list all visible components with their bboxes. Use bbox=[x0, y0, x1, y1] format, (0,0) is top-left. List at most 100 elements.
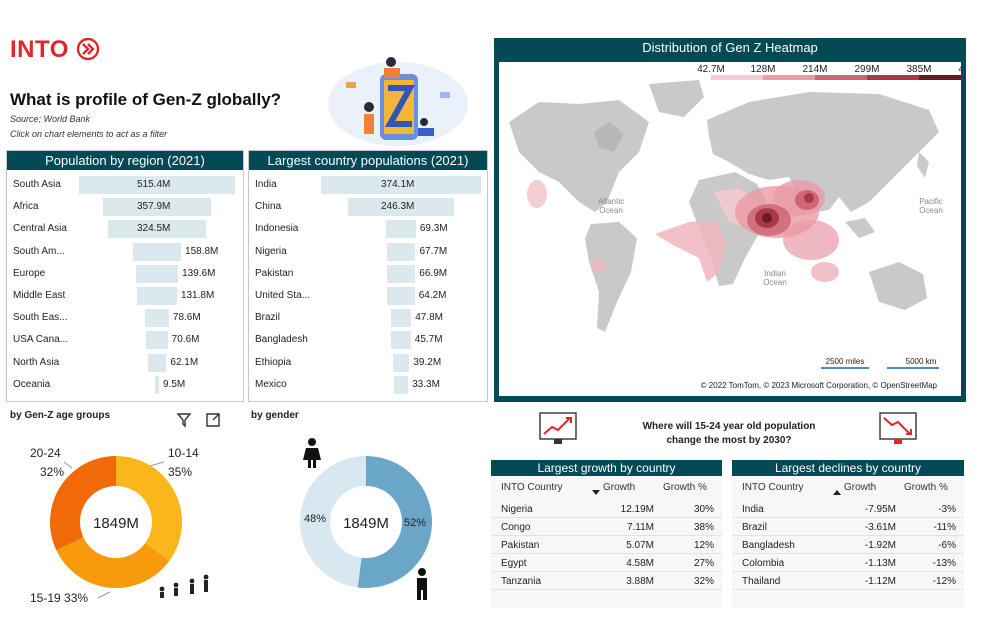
legend-label: 214M bbox=[802, 64, 827, 75]
decline-cell-growth-pct: -12% bbox=[932, 576, 956, 587]
decline-table-row[interactable]: Colombia -1.13M -13% bbox=[732, 554, 964, 572]
country-value: 64.2M bbox=[418, 290, 447, 301]
region-row[interactable]: USA Cana... 70.6M bbox=[7, 329, 243, 351]
country-value: 67.7M bbox=[419, 245, 448, 257]
legend-label: 128M bbox=[750, 64, 775, 75]
decline-table-row[interactable]: Brazil -3.61M -11% bbox=[732, 518, 964, 536]
region-bar[interactable] bbox=[147, 353, 167, 372]
country-label: Brazil bbox=[255, 312, 281, 324]
country-row[interactable]: Indonesia 69.3M bbox=[249, 218, 487, 240]
region-label: Africa bbox=[13, 201, 39, 213]
country-label: Ethiopia bbox=[255, 356, 292, 368]
country-bar[interactable] bbox=[390, 309, 412, 328]
atlantic-ocean-label: Atlantic Ocean bbox=[598, 197, 624, 215]
sort-desc-icon[interactable] bbox=[592, 490, 600, 496]
decline-table-row[interactable]: India -7.95M -3% bbox=[732, 500, 964, 518]
age-slice-10-14[interactable] bbox=[116, 456, 182, 561]
country-row[interactable]: India 374.1M bbox=[249, 174, 487, 196]
country-row[interactable]: Pakistan 66.9M bbox=[249, 263, 487, 285]
legend-swatch bbox=[867, 75, 919, 80]
region-bar[interactable] bbox=[146, 331, 168, 350]
region-row[interactable]: Oceania 9.5M bbox=[7, 374, 243, 396]
region-bar[interactable] bbox=[155, 375, 159, 394]
region-value: 131.8M bbox=[180, 290, 215, 301]
country-row[interactable]: United Sta... 64.2M bbox=[249, 285, 487, 307]
filter-icon[interactable] bbox=[176, 412, 192, 428]
growth-table-row[interactable]: Congo 7.11M 38% bbox=[491, 518, 722, 536]
source-note: Source; World Bank bbox=[10, 114, 91, 124]
gender-slice-male[interactable] bbox=[357, 456, 432, 588]
growth-table-row[interactable]: Nigeria 12.19M 30% bbox=[491, 500, 722, 518]
region-row[interactable]: South Asia 515.4M bbox=[7, 174, 243, 196]
scale-km: 5000 km bbox=[906, 357, 937, 366]
country-row[interactable]: Nigeria 67.7M bbox=[249, 241, 487, 263]
col-country[interactable]: INTO Country bbox=[742, 482, 804, 493]
region-value: 9.5M bbox=[163, 378, 186, 390]
country-bar[interactable] bbox=[321, 176, 481, 194]
region-bar[interactable] bbox=[102, 198, 212, 217]
col-growth[interactable]: Growth bbox=[844, 482, 877, 493]
region-bar[interactable] bbox=[107, 220, 207, 239]
country-bar[interactable] bbox=[386, 264, 416, 283]
col-growth[interactable]: Growth bbox=[603, 482, 636, 493]
country-bar[interactable] bbox=[348, 198, 454, 217]
country-bar[interactable] bbox=[386, 220, 416, 239]
country-bar[interactable] bbox=[392, 353, 410, 372]
col-country[interactable]: INTO Country bbox=[501, 482, 563, 493]
age-donut-chart[interactable]: 1849M 10-14 35% 20-24 32% 15-19 33% bbox=[0, 432, 244, 632]
country-row[interactable]: Bangladesh 45.7M bbox=[249, 329, 487, 351]
country-bar[interactable] bbox=[393, 375, 409, 394]
growth-table-row[interactable]: Tanzania 3.88M 32% bbox=[491, 572, 722, 590]
decline-table-row[interactable]: Bangladesh -1.92M -6% bbox=[732, 536, 964, 554]
region-row[interactable]: Europe 139.6M bbox=[7, 263, 243, 285]
country-bar[interactable] bbox=[387, 287, 415, 305]
growth-table-row[interactable]: Egypt 4.58M 27% bbox=[491, 554, 722, 572]
decline-table-row[interactable]: Thailand -1.12M -12% bbox=[732, 572, 964, 590]
decline-table-title: Largest declines by country bbox=[732, 460, 964, 476]
decline-cell-growth: -1.92M bbox=[864, 540, 896, 551]
expand-icon[interactable] bbox=[205, 412, 221, 428]
region-row[interactable]: Central Asia 324.5M bbox=[7, 218, 243, 240]
country-value: 47.8M bbox=[415, 312, 444, 324]
country-bar-list: India 374.1M China 246.3M Indonesia 69.3M Nige… bbox=[249, 170, 487, 400]
world-map[interactable]: 42.7M128M214M299M385M427M AtlanticOcean … bbox=[499, 62, 961, 396]
heatmap-panel: Distribution of Gen Z Heatmap bbox=[494, 38, 966, 402]
region-bar[interactable] bbox=[135, 264, 179, 283]
region-bar[interactable] bbox=[79, 176, 235, 194]
region-bar[interactable] bbox=[145, 309, 169, 328]
region-bar[interactable] bbox=[132, 242, 182, 261]
country-bar[interactable] bbox=[391, 331, 411, 350]
logo-text: INTO bbox=[10, 36, 69, 63]
region-row[interactable]: South Eas... 78.6M bbox=[7, 307, 243, 329]
country-row[interactable]: China 246.3M bbox=[249, 196, 487, 218]
col-growth-pct[interactable]: Growth % bbox=[663, 482, 707, 493]
growth-table-row[interactable]: Pakistan 5.07M 12% bbox=[491, 536, 722, 554]
region-row[interactable]: South Am... 158.8M bbox=[7, 241, 243, 263]
age-pct-20-24: 32% bbox=[40, 465, 64, 479]
growth-cell-country: Tanzania bbox=[501, 576, 542, 587]
growth-cell-growth-pct: 30% bbox=[693, 504, 714, 515]
country-row[interactable]: Ethiopia 39.2M bbox=[249, 352, 487, 374]
country-label: China bbox=[255, 201, 282, 213]
gender-donut-chart[interactable]: 1849M 52% 48% bbox=[248, 432, 492, 632]
question-line-1: Where will 15-24 year old population bbox=[642, 421, 816, 432]
country-label: United Sta... bbox=[255, 290, 311, 301]
growth-table: Largest growth by country INTO Country G… bbox=[491, 460, 722, 608]
age-slice-15-19[interactable] bbox=[56, 537, 170, 588]
region-panel-title: Population by region (2021) bbox=[7, 151, 243, 170]
gender-donut-center: 1849M bbox=[343, 515, 389, 532]
country-row[interactable]: Mexico 33.3M bbox=[249, 374, 487, 396]
age-slice-20-24[interactable] bbox=[49, 456, 116, 551]
col-growth-pct[interactable]: Growth % bbox=[904, 482, 948, 493]
country-value: 69.3M bbox=[419, 223, 448, 235]
region-row[interactable]: Middle East 131.8M bbox=[7, 285, 243, 307]
region-row[interactable]: Africa 357.9M bbox=[7, 196, 243, 218]
country-bar[interactable] bbox=[386, 242, 416, 261]
sort-asc-icon[interactable] bbox=[833, 490, 841, 496]
gender-slice-female[interactable] bbox=[300, 456, 366, 588]
legend-label: 42.7M bbox=[697, 64, 725, 75]
country-row[interactable]: Brazil 47.8M bbox=[249, 307, 487, 329]
country-label: Bangladesh bbox=[255, 334, 308, 346]
region-bar[interactable] bbox=[137, 287, 177, 305]
region-row[interactable]: North Asia 62.1M bbox=[7, 352, 243, 374]
